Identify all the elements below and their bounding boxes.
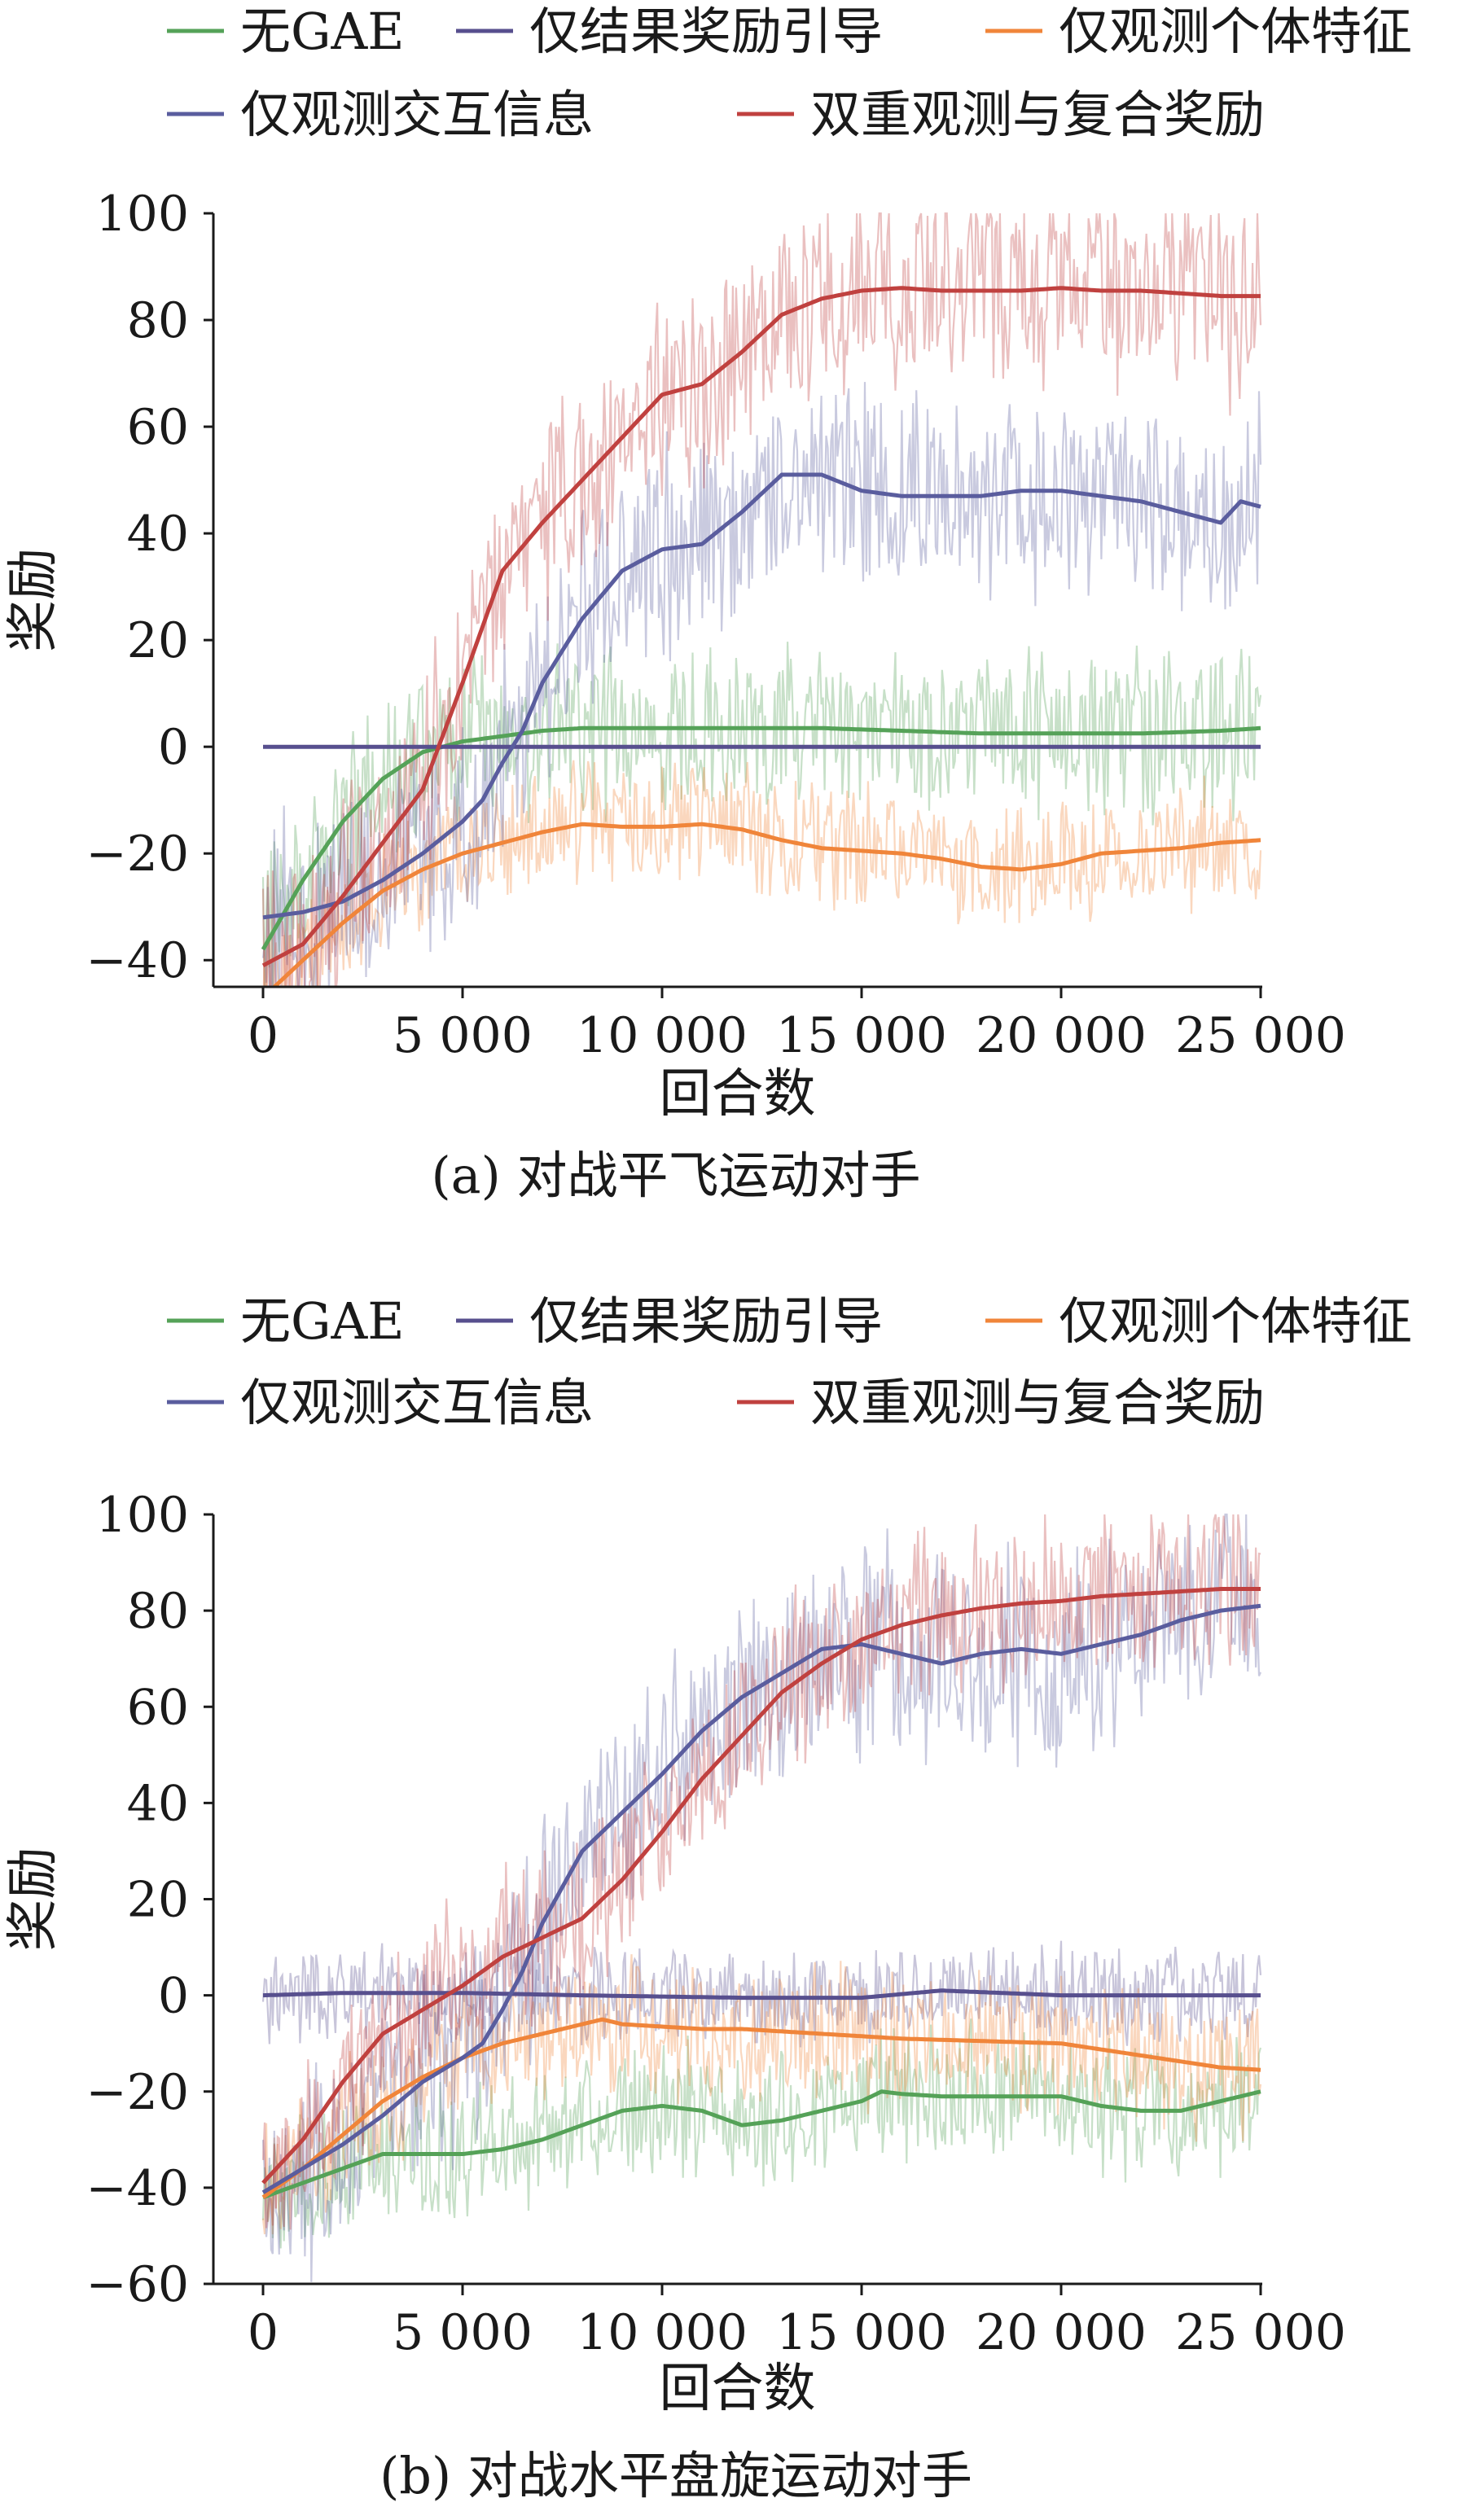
x-tick-label: 10 000 [577,1007,748,1064]
smoothed-lines [261,286,1261,987]
x-tick-label: 10 000 [577,2304,748,2361]
y-tick-label: −60 [86,2256,189,2313]
series-raw-0 [261,642,1262,987]
series-line-0 [262,2089,1261,2200]
y-tick-label: 40 [127,506,189,563]
series-line-3 [262,472,1261,920]
chart-a: −40 −20 0 20 40 60 80 100 0 5 000 10 000 15 000 20 0… [3,2,1412,1205]
series-raw-1 [261,1940,1262,2048]
y-axis-label: 奖励 [3,548,64,652]
y-tick-label: 100 [95,186,189,243]
y-tick-label: 100 [95,1487,189,1544]
series-line-4 [261,1587,1261,2185]
chart-caption: (a) 对战平飞运动对手 [431,1146,920,1205]
x-axis-label: 回合数 [660,2359,816,2419]
y-tick-label: 40 [127,1775,189,1832]
x-tick-label: 25 000 [1175,1007,1346,1064]
y-tick-label: 0 [158,719,189,776]
legend-label: 仅观测交互信息 [240,85,594,144]
y-tick-label: −20 [86,826,189,883]
y-tick-label: −40 [86,2160,189,2217]
smoothed-lines [261,1587,1261,2200]
series-raw-4 [261,212,1262,987]
chart-b: −60 −40 −20 0 20 40 60 80 100 0 5 000 10 000 15 000 2… [3,1291,1412,2505]
series-raw-2 [261,1954,1262,2235]
y-axis-label: 奖励 [3,1847,64,1952]
series-line-4 [261,286,1261,968]
y-tick-label: −40 [86,932,189,989]
legend-label: 仅观测交互信息 [240,1373,594,1432]
legend-label: 仅结果奖励引导 [529,1291,883,1351]
legend-label: 仅结果奖励引导 [529,2,883,61]
raw-traces [261,1513,1262,2282]
y-tick-label: −20 [86,2064,189,2121]
x-tick-label: 20 000 [976,1007,1147,1064]
legend-label: 仅观测个体特征 [1059,2,1412,61]
x-tick-label: 0 [248,2304,279,2361]
legend-label: 双重观测与复合奖励 [810,1373,1265,1432]
y-tick-label: 60 [127,1679,189,1736]
series-raw-3 [261,382,1262,987]
x-tick-label: 15 000 [776,2304,947,2361]
legend-label: 仅观测个体特征 [1059,1291,1412,1351]
series-line-3 [261,1603,1261,2194]
legend-label: 双重观测与复合奖励 [810,85,1265,144]
legend-label: 无GAE [240,2,405,61]
axes: −60 −40 −20 0 20 40 60 80 100 0 5 000 10 000 15 000 2… [86,1487,1346,2361]
y-tick-label: 80 [127,1583,189,1640]
series-line-2 [271,822,1261,987]
x-tick-label: 5 000 [393,1007,533,1064]
series-line-1 [262,1988,1261,2001]
axes: −40 −20 0 20 40 60 80 100 0 5 000 10 000 15 000 20 0… [86,186,1346,1064]
series-raw-0 [261,2018,1262,2249]
x-tick-label: 25 000 [1175,2304,1346,2361]
series-line-2 [261,2017,1261,2199]
y-tick-label: 0 [158,1968,189,2025]
y-tick-label: 20 [127,1872,189,1929]
y-tick-label: 80 [127,292,189,349]
series-raw-3 [261,1513,1262,2282]
x-tick-label: 0 [248,1007,279,1064]
series-raw-2 [262,760,1262,987]
x-tick-label: 15 000 [776,1007,947,1064]
series-line-0 [261,725,1261,951]
x-tick-label: 20 000 [976,2304,1147,2361]
y-tick-label: 20 [127,612,189,669]
chart-caption: (b) 对战水平盘旋运动对手 [379,2446,972,2505]
legend-label: 无GAE [240,1291,405,1351]
raw-traces [261,212,1262,987]
x-tick-label: 5 000 [393,2304,533,2361]
x-axis-label: 回合数 [660,1064,816,1124]
series-raw-4 [261,1514,1261,2230]
y-tick-label: 60 [127,399,189,456]
